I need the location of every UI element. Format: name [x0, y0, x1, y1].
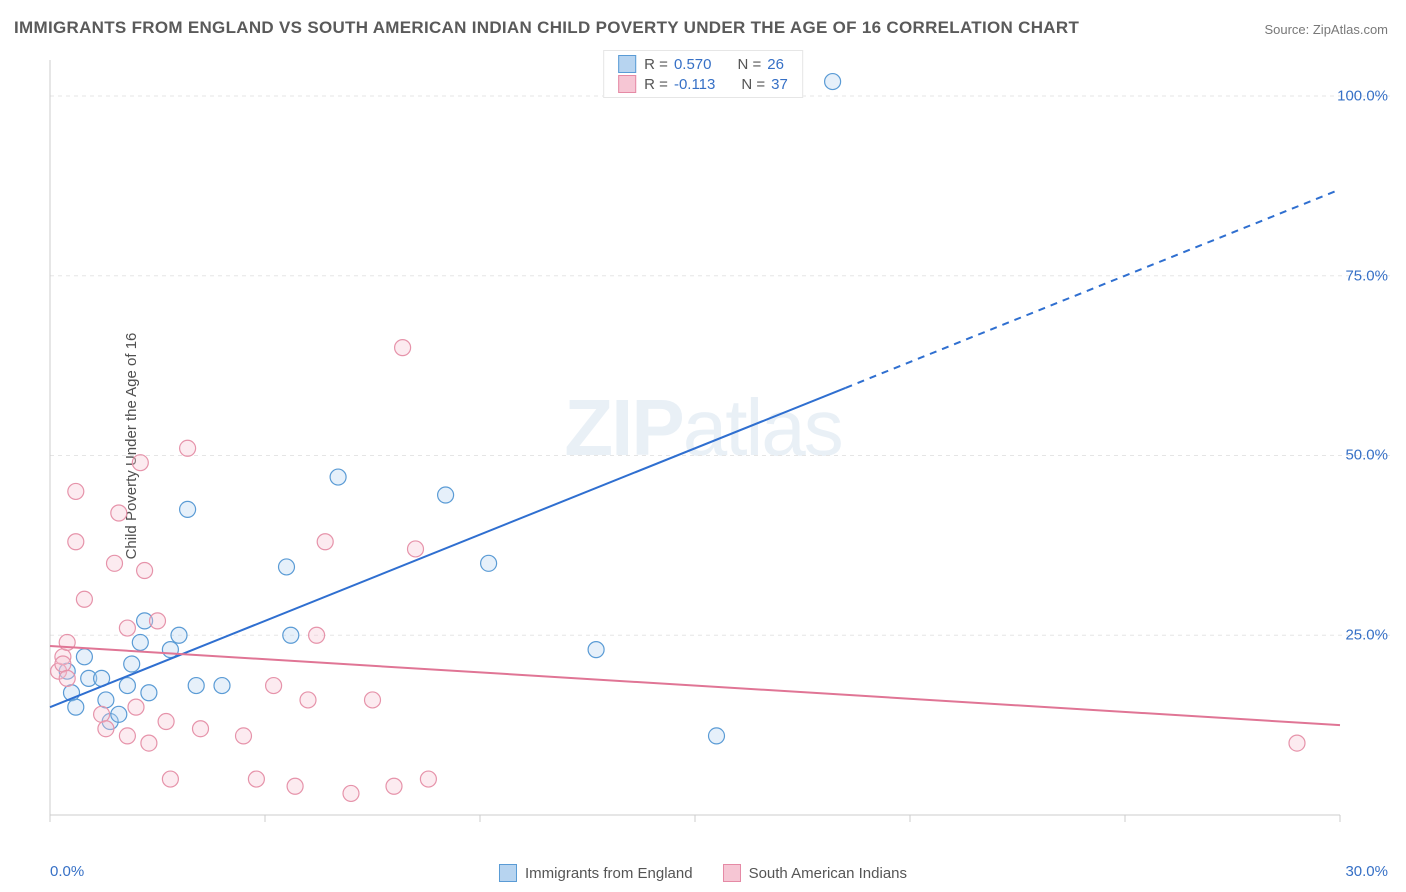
legend-correlation: R = 0.570 N = 26 R = -0.113 N = 37 — [603, 50, 803, 98]
legend-text: R = 0.570 N = 26 — [644, 56, 784, 73]
legend-row: R = 0.570 N = 26 — [618, 55, 788, 73]
source-label: Source: ZipAtlas.com — [1264, 22, 1388, 37]
legend-series: Immigrants from England South American In… — [499, 864, 907, 882]
x-tick-label-min: 0.0% — [50, 863, 84, 880]
legend-swatch — [723, 864, 741, 882]
legend-item: South American Indians — [723, 864, 907, 882]
y-tick-label: 50.0% — [1345, 447, 1388, 464]
correlation-chart: IMMIGRANTS FROM ENGLAND VS SOUTH AMERICA… — [0, 0, 1406, 892]
y-tick-label: 75.0% — [1345, 267, 1388, 284]
legend-swatch — [618, 55, 636, 73]
chart-svg — [50, 50, 1390, 850]
legend-swatch — [499, 864, 517, 882]
chart-title: IMMIGRANTS FROM ENGLAND VS SOUTH AMERICA… — [14, 18, 1079, 38]
y-tick-label: 100.0% — [1337, 87, 1388, 104]
legend-label: Immigrants from England — [525, 865, 693, 882]
legend-text: R = -0.113 N = 37 — [644, 76, 788, 93]
x-tick-label-max: 30.0% — [1345, 863, 1388, 880]
legend-row: R = -0.113 N = 37 — [618, 75, 788, 93]
legend-swatch — [618, 75, 636, 93]
plot-area — [50, 50, 1390, 850]
y-tick-label: 25.0% — [1345, 627, 1388, 644]
legend-label: South American Indians — [749, 865, 907, 882]
legend-item: Immigrants from England — [499, 864, 693, 882]
